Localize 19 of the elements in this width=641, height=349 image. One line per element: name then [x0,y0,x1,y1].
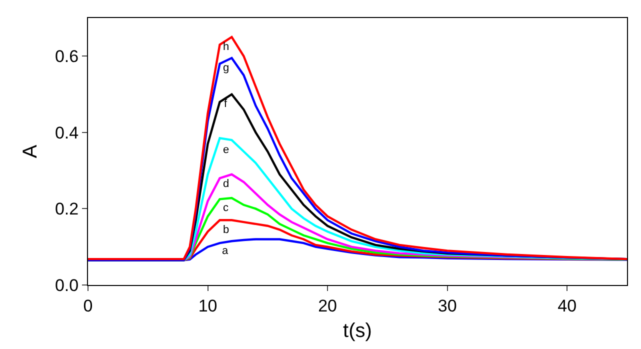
series-label: e [223,144,230,156]
series-label: g [223,62,230,74]
y-tick-label: 0.0 [54,276,79,295]
x-tick-label: 40 [558,296,577,316]
x-tick-label: 10 [198,296,218,316]
series-label: b [223,224,230,236]
x-axis-title: t(s) [343,320,372,342]
x-tick-label: 30 [438,296,457,316]
y-tick-label: 0.2 [54,200,79,219]
series-label: f [224,98,228,110]
series-label: h [223,41,230,53]
y-tick-label: 0.6 [54,47,79,66]
series-label: c [223,202,229,214]
y-axis-title: A [19,144,42,158]
series-label: a [222,245,229,257]
y-tick-label: 0.4 [54,123,79,142]
x-tick-label: 20 [318,296,338,316]
series-label: d [223,178,230,190]
x-tick-label: 0 [83,296,93,316]
